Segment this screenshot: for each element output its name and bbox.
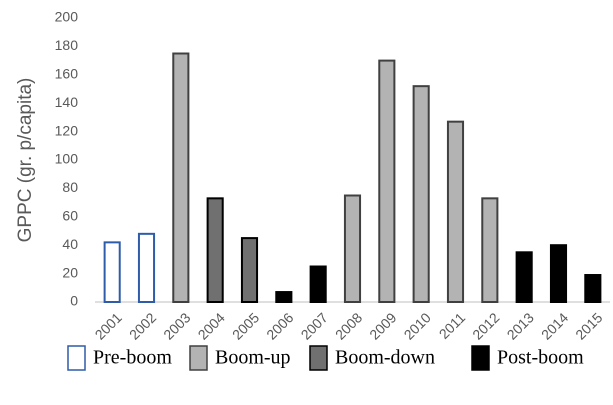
bar <box>137 232 156 303</box>
x-tick-label: 2007 <box>298 309 331 342</box>
x-tick-label: 2011 <box>436 309 469 342</box>
y-tick-label: 120 <box>55 122 79 138</box>
bar <box>206 197 224 303</box>
bar <box>172 52 190 303</box>
x-tick-label: 2009 <box>366 309 399 342</box>
bar <box>412 85 430 303</box>
legend-swatch <box>67 345 86 371</box>
legend-label: Post-boom <box>497 347 584 369</box>
x-tick-label: 2013 <box>504 309 537 342</box>
x-tick-label: 2005 <box>229 309 262 342</box>
y-tick-label: 20 <box>62 264 78 280</box>
y-tick-label: 180 <box>55 37 79 53</box>
legend-label: Boom-down <box>335 347 435 369</box>
x-tick-label: 2010 <box>401 309 434 342</box>
y-tick-label: 100 <box>55 151 79 167</box>
y-tick-label: 40 <box>62 236 78 252</box>
y-tick-label: 160 <box>55 66 79 82</box>
bar <box>481 197 499 303</box>
x-tick-label: 2002 <box>126 309 159 342</box>
x-tick-label: 2015 <box>572 309 605 342</box>
bar <box>584 274 602 303</box>
x-tick-label: 2004 <box>195 309 228 342</box>
y-tick-label: 80 <box>62 179 78 195</box>
y-tick-label: 60 <box>62 208 78 224</box>
x-tick-label: 2001 <box>92 309 125 342</box>
legend-swatch <box>471 345 490 371</box>
x-tick-label: 2006 <box>263 309 296 342</box>
bar <box>446 120 465 303</box>
bar <box>549 244 568 303</box>
bar <box>309 265 327 303</box>
y-tick-label: 0 <box>70 293 78 309</box>
y-axis-label: GPPC (gr. p/capita) <box>15 78 36 243</box>
y-tick-label: 140 <box>55 94 79 110</box>
y-tick-label: 200 <box>55 9 79 25</box>
x-tick-label: 2014 <box>538 309 571 342</box>
x-tick-label: 2003 <box>160 309 193 342</box>
bar <box>515 251 533 304</box>
legend-swatch <box>309 345 328 371</box>
bar <box>275 291 293 303</box>
x-tick-label: 2008 <box>332 309 365 342</box>
bar <box>343 194 362 303</box>
legend-swatch <box>189 345 208 371</box>
x-tick-label: 2012 <box>469 309 502 342</box>
bar <box>240 237 259 304</box>
legend-label: Boom-up <box>215 347 291 369</box>
legend-label: Pre-boom <box>93 347 172 369</box>
bar <box>378 59 396 303</box>
bar <box>103 241 121 303</box>
